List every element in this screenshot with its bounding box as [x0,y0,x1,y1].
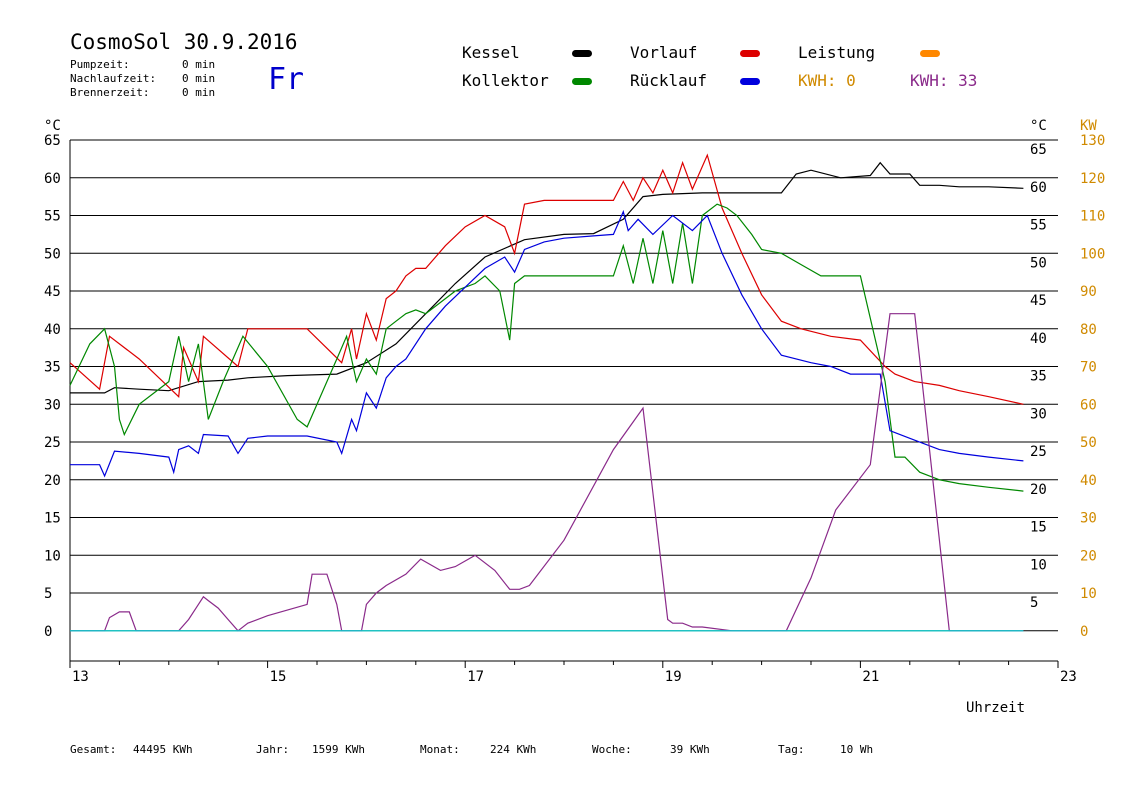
legend-vorlauf-label: Vorlauf [630,43,698,62]
x-axis-label: Uhrzeit [966,700,1026,716]
chart-title: CosmoSol 30.9.2016 [70,30,298,54]
legend-ruecklauf-swatch [740,78,760,85]
footer-woche-label: Woche: [592,743,632,756]
y-tick-right-20: 20 [1030,482,1047,498]
y-tick-left-45: 45 [44,284,61,300]
kw-tick-0: 0 [1080,624,1088,640]
y-tick-right-15: 15 [1030,520,1047,536]
y-tick-right-30: 30 [1030,406,1047,422]
x-tick-13: 13 [72,669,89,685]
kw-axis-unit: KW [1080,118,1097,134]
kw-tick-130: 130 [1080,133,1105,149]
chart-series [69,153,1024,632]
y-tick-right-65: 65 [1030,142,1047,158]
x-tick-15: 15 [270,669,287,685]
stat-brennerzeit-value: 0 min [182,86,216,99]
y-tick-left-5: 5 [44,586,52,602]
footer-jahr-label: Jahr: [256,743,290,756]
kw-tick-70: 70 [1080,360,1097,376]
footer-jahr-value: 1599 KWh [312,743,365,756]
legend-leistung-label: Leistung [798,43,876,62]
footer-gesamt-label: Gesamt: [70,743,117,756]
stat-pumpzeit-value: 0 min [182,58,216,71]
y-tick-right-55: 55 [1030,218,1047,234]
series-vorlauf-line [69,153,1024,405]
y-tick-right-60: 60 [1030,180,1047,196]
legend-kollektor-label: Kollektor [462,71,549,90]
y-tick-left-25: 25 [44,435,61,451]
series-leistung-line [70,313,1024,632]
footer-tag-label: Tag: [778,743,805,756]
x-tick-19: 19 [665,669,682,685]
legend-ruecklauf-label: Rücklauf [630,71,708,90]
y-tick-right-45: 45 [1030,293,1047,309]
x-tick-21: 21 [862,669,879,685]
left-axis-unit: °C [44,118,61,134]
legend-kessel-swatch [572,50,592,57]
footer-tag-value: 10 Wh [840,743,874,756]
legend-leistung-swatch [920,50,940,57]
stat-pumpzeit-label: Pumpzeit: [70,58,130,71]
right-axis-unit: °C [1030,118,1047,134]
kwh-orange-label: KWH: 0 [798,71,856,90]
y-tick-left-60: 60 [44,171,61,187]
y-tick-right-40: 40 [1030,331,1047,347]
stat-brennerzeit-label: Brennerzeit: [70,86,150,99]
y-tick-right-50: 50 [1030,255,1047,271]
x-tick-23: 23 [1060,669,1077,685]
y-tick-left-35: 35 [44,360,61,376]
weekday-label: Fr [268,62,305,97]
series-kollektor-line [69,203,1024,492]
kw-tick-90: 90 [1080,284,1097,300]
y-tick-right-35: 35 [1030,369,1047,385]
series-r-cklauf-line [70,209,1024,478]
y-tick-right-10: 10 [1030,557,1047,573]
kw-tick-120: 120 [1080,171,1105,187]
chart-grid [69,139,1058,662]
y-tick-right-25: 25 [1030,444,1047,460]
kw-tick-100: 100 [1080,246,1105,262]
kw-tick-110: 110 [1080,209,1105,225]
y-tick-left-15: 15 [44,511,61,527]
kw-tick-50: 50 [1080,435,1097,451]
y-tick-right-5: 5 [1030,595,1038,611]
footer-woche-value: 39 KWh [670,743,710,756]
y-tick-left-0: 0 [44,624,52,640]
kw-tick-40: 40 [1080,473,1097,489]
kwh-purple-label: KWH: 33 [910,71,978,90]
kw-tick-60: 60 [1080,397,1097,413]
y-tick-left-20: 20 [44,473,61,489]
series-kessel-line [70,161,1024,394]
kw-tick-80: 80 [1080,322,1097,338]
x-tick-17: 17 [467,669,484,685]
kw-tick-20: 20 [1080,548,1097,564]
footer-monat-value: 224 KWh [490,743,537,756]
y-tick-left-50: 50 [44,246,61,262]
legend-kollektor-swatch [572,78,592,85]
y-tick-left-55: 55 [44,209,61,225]
stat-nachlaufzeit-label: Nachlaufzeit: [70,72,157,85]
kw-tick-10: 10 [1080,586,1097,602]
y-tick-left-30: 30 [44,397,61,413]
legend-kessel-label: Kessel [462,43,520,62]
y-tick-left-10: 10 [44,548,61,564]
y-tick-left-65: 65 [44,133,61,149]
legend-vorlauf-swatch [740,50,760,57]
stat-nachlaufzeit-value: 0 min [182,72,216,85]
footer-monat-label: Monat: [420,743,460,756]
chart-ticks: 0 5 10 15 20 25 30 35 40 45 50 55 60 65 5 10 15 20 25 30 35 4… [44,133,1105,685]
kw-tick-30: 30 [1080,511,1097,527]
footer-gesamt-value: 44495 KWh [133,743,193,756]
y-tick-left-40: 40 [44,322,61,338]
